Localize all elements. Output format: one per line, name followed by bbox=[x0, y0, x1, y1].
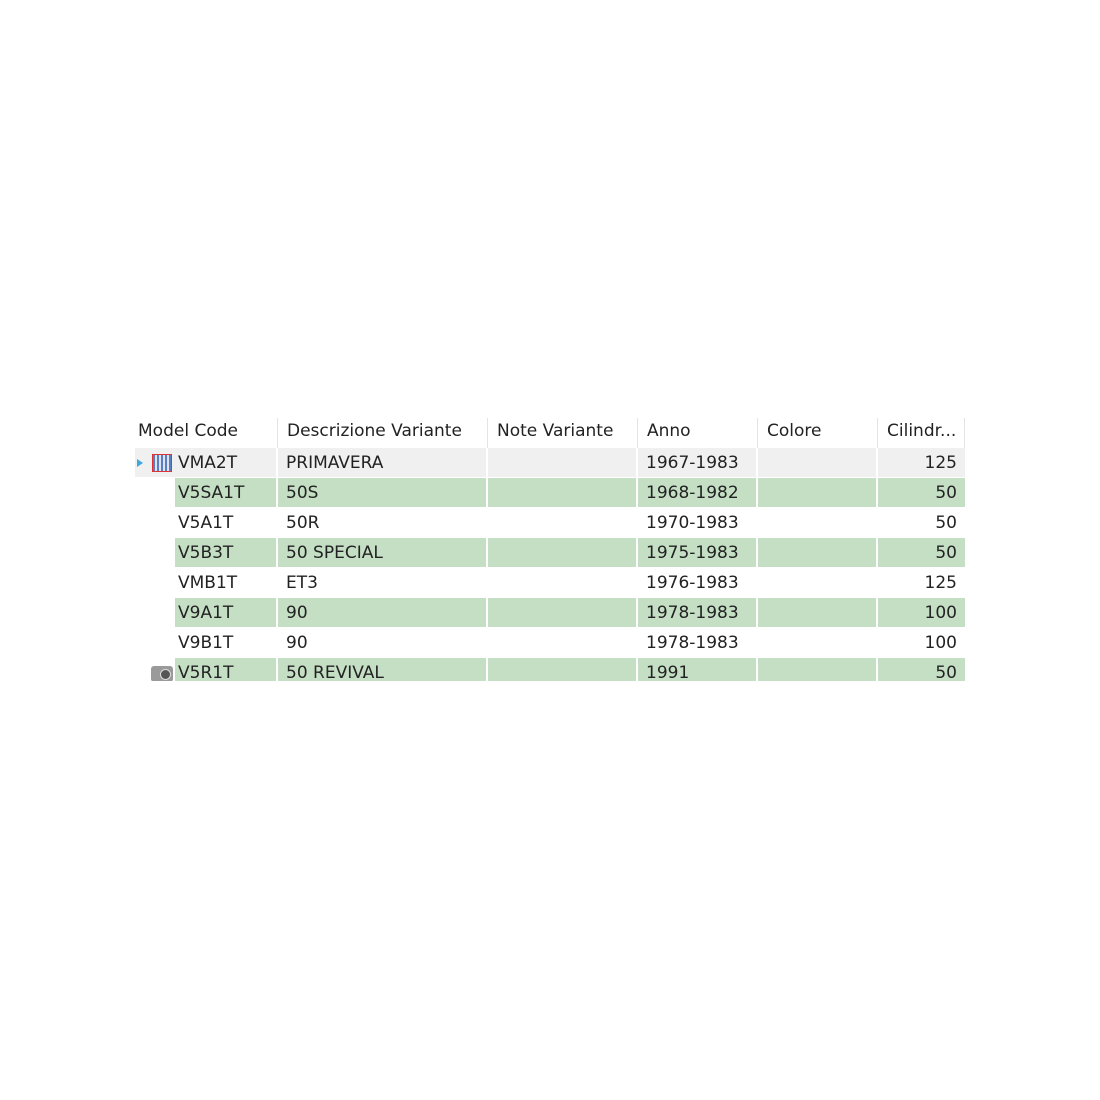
cell-anno[interactable]: 1976-1983 bbox=[638, 568, 758, 597]
cell-model-code[interactable]: V9A1T bbox=[135, 598, 278, 627]
cell-colore[interactable] bbox=[758, 568, 878, 597]
cell-model-code[interactable]: VMA2T bbox=[135, 448, 278, 477]
cell-descrizione[interactable]: 90 bbox=[278, 598, 488, 627]
grid-header: Model Code Descrizione Variante Note Var… bbox=[135, 418, 965, 448]
cell-anno[interactable]: 1968-1982 bbox=[638, 478, 758, 507]
cell-note[interactable] bbox=[488, 568, 638, 597]
cell-anno[interactable]: 1978-1983 bbox=[638, 598, 758, 627]
cell-note[interactable] bbox=[488, 538, 638, 567]
cell-colore[interactable] bbox=[758, 538, 878, 567]
cell-descrizione[interactable]: 50 REVIVAL bbox=[278, 658, 488, 681]
cell-note[interactable] bbox=[488, 448, 638, 477]
column-header-cilindrata[interactable]: Cilindr... bbox=[878, 418, 965, 448]
table-row[interactable]: VMA2T PRIMAVERA 1967-1983 125 bbox=[135, 448, 965, 478]
cell-descrizione[interactable]: PRIMAVERA bbox=[278, 448, 488, 477]
cell-note[interactable] bbox=[488, 628, 638, 657]
column-header-anno[interactable]: Anno bbox=[638, 418, 758, 448]
variants-grid: Model Code Descrizione Variante Note Var… bbox=[135, 418, 965, 681]
table-row[interactable]: V5A1T 50R 1970-1983 50 bbox=[135, 508, 965, 538]
model-code: V5SA1T bbox=[175, 478, 276, 507]
cell-descrizione[interactable]: 50 SPECIAL bbox=[278, 538, 488, 567]
cell-anno[interactable]: 1991 bbox=[638, 658, 758, 681]
expand-icon[interactable] bbox=[137, 459, 143, 467]
cell-cilindrata[interactable]: 125 bbox=[878, 448, 965, 477]
model-code: VMB1T bbox=[178, 573, 238, 593]
model-code: V9A1T bbox=[175, 598, 276, 627]
cell-note[interactable] bbox=[488, 478, 638, 507]
cell-descrizione[interactable]: ET3 bbox=[278, 568, 488, 597]
table-row[interactable]: V5R1T 50 REVIVAL 1991 50 bbox=[135, 658, 965, 681]
column-header-model-code[interactable]: Model Code bbox=[135, 418, 278, 448]
table-row[interactable]: V9B1T 90 1978-1983 100 bbox=[135, 628, 965, 658]
table-row[interactable]: V5SA1T 50S 1968-1982 50 bbox=[135, 478, 965, 508]
cell-cilindrata[interactable]: 100 bbox=[878, 598, 965, 627]
column-header-note[interactable]: Note Variante bbox=[488, 418, 638, 448]
camera-icon bbox=[151, 666, 173, 681]
cell-descrizione[interactable]: 90 bbox=[278, 628, 488, 657]
table-row[interactable]: V9A1T 90 1978-1983 100 bbox=[135, 598, 965, 628]
column-header-descrizione[interactable]: Descrizione Variante bbox=[278, 418, 488, 448]
column-header-colore[interactable]: Colore bbox=[758, 418, 878, 448]
model-code: V5A1T bbox=[178, 513, 234, 533]
table-row[interactable]: V5B3T 50 SPECIAL 1975-1983 50 bbox=[135, 538, 965, 568]
cell-colore[interactable] bbox=[758, 598, 878, 627]
cell-descrizione[interactable]: 50S bbox=[278, 478, 488, 507]
cell-anno[interactable]: 1978-1983 bbox=[638, 628, 758, 657]
model-code: V9B1T bbox=[178, 633, 234, 653]
model-code: VMA2T bbox=[178, 453, 238, 473]
cell-colore[interactable] bbox=[758, 508, 878, 537]
cell-model-code[interactable]: V5A1T bbox=[135, 508, 278, 537]
grid-image-icon bbox=[152, 454, 172, 472]
cell-descrizione[interactable]: 50R bbox=[278, 508, 488, 537]
cell-anno[interactable]: 1967-1983 bbox=[638, 448, 758, 477]
cell-note[interactable] bbox=[488, 508, 638, 537]
cell-note[interactable] bbox=[488, 598, 638, 627]
table-row[interactable]: VMB1T ET3 1976-1983 125 bbox=[135, 568, 965, 598]
model-code: V5R1T bbox=[175, 658, 276, 681]
cell-cilindrata[interactable]: 125 bbox=[924, 573, 957, 593]
model-code: V5B3T bbox=[175, 538, 276, 567]
cell-cilindrata[interactable]: 50 bbox=[878, 478, 965, 507]
cell-colore[interactable] bbox=[758, 478, 878, 507]
cell-cilindrata[interactable]: 100 bbox=[924, 633, 957, 653]
cell-cilindrata[interactable]: 50 bbox=[878, 538, 965, 567]
cell-model-code[interactable]: V5SA1T bbox=[135, 478, 278, 507]
cell-model-code[interactable]: VMB1T bbox=[135, 568, 278, 597]
cell-colore[interactable] bbox=[758, 448, 878, 477]
cell-note[interactable] bbox=[488, 658, 638, 681]
cell-cilindrata[interactable]: 50 bbox=[878, 658, 965, 681]
cell-colore[interactable] bbox=[758, 658, 878, 681]
cell-model-code[interactable]: V5B3T bbox=[135, 538, 278, 567]
cell-colore[interactable] bbox=[758, 628, 878, 657]
cell-model-code[interactable]: V5R1T bbox=[135, 658, 278, 681]
cell-anno[interactable]: 1975-1983 bbox=[638, 538, 758, 567]
cell-model-code[interactable]: V9B1T bbox=[135, 628, 278, 657]
cell-anno[interactable]: 1970-1983 bbox=[638, 508, 758, 537]
cell-cilindrata[interactable]: 50 bbox=[935, 513, 957, 533]
